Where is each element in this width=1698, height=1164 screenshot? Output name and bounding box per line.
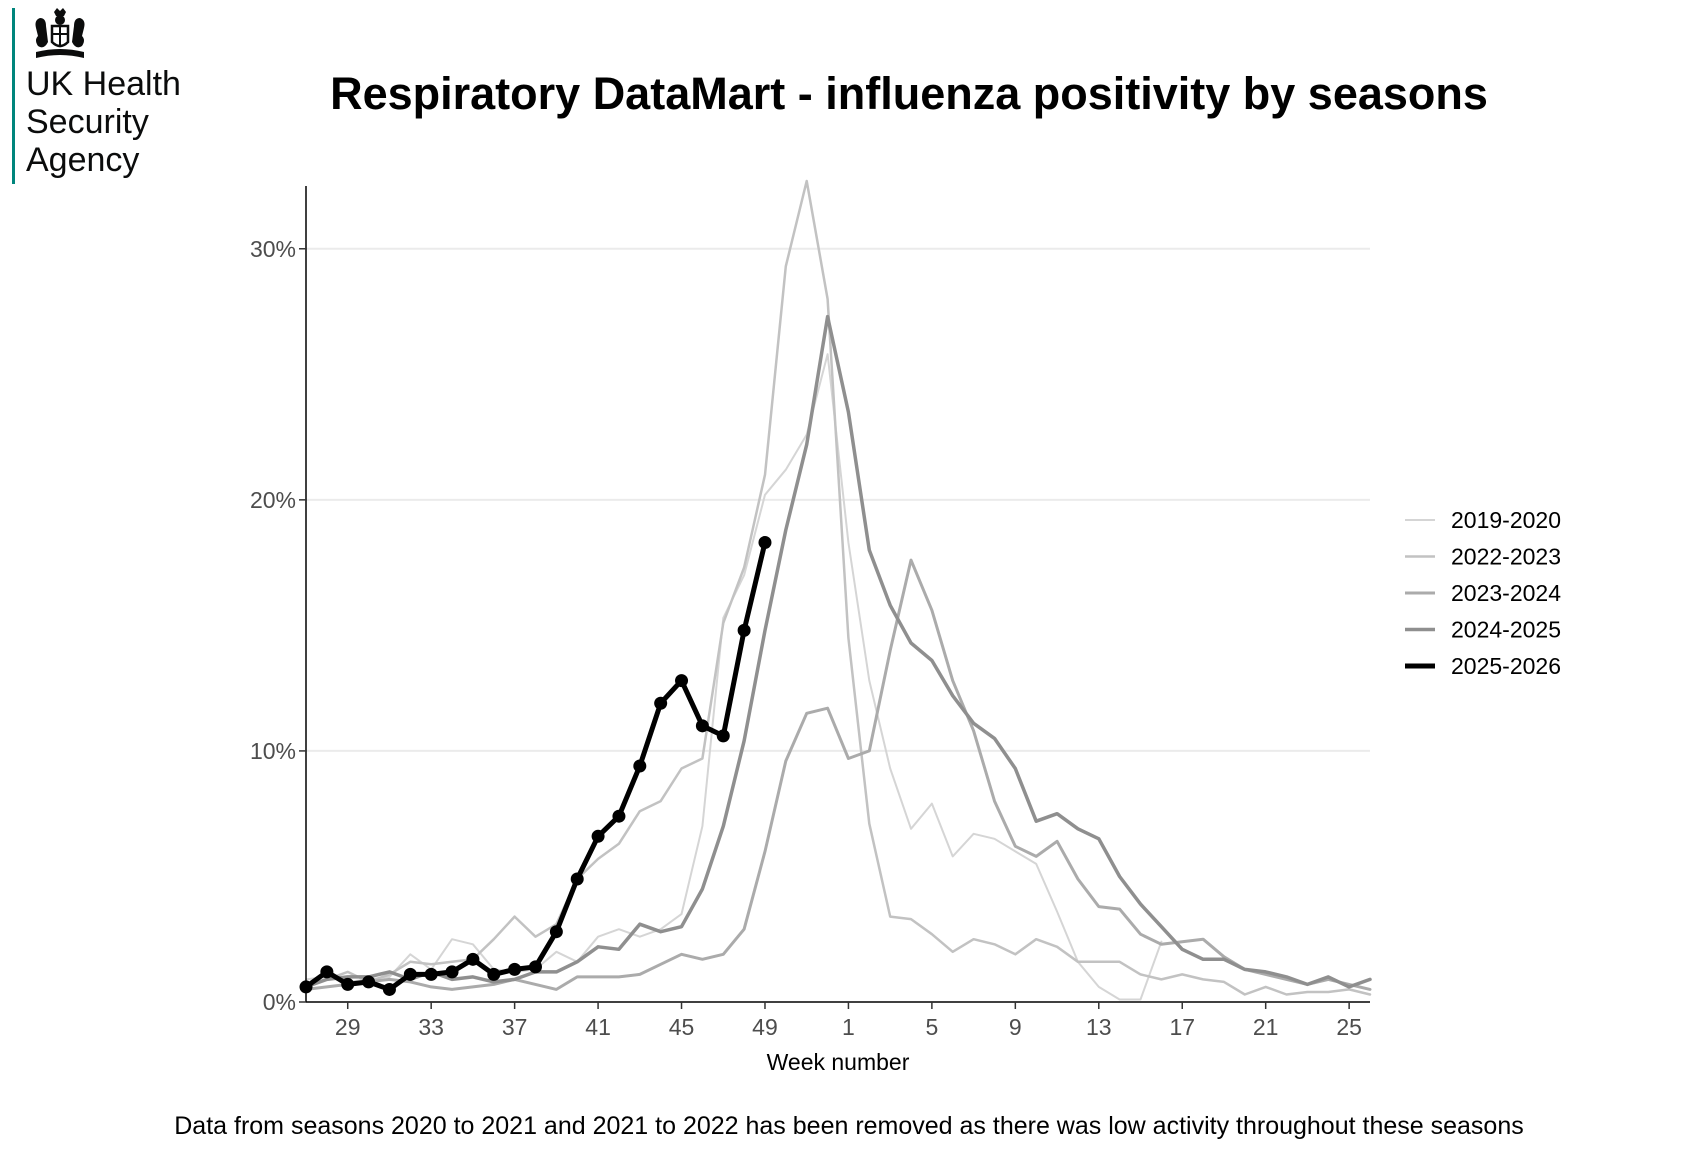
data-point-2025-2026 — [466, 952, 480, 966]
data-point-2025-2026 — [528, 960, 542, 974]
data-point-2025-2026 — [633, 759, 647, 773]
legend: 2019-2020 2022-2023 2023-2024 2024-2025 2025… — [1405, 507, 1561, 679]
x-tick-label: 49 — [752, 1014, 778, 1040]
x-axis-title: Week number — [767, 1049, 910, 1075]
data-point-2025-2026 — [403, 967, 417, 981]
org-name-line-1: UK Health — [26, 65, 181, 103]
data-point-2025-2026 — [695, 719, 709, 733]
x-tick-label: 37 — [502, 1014, 528, 1040]
y-tick-label: 10% — [250, 738, 296, 764]
legend-label: 2019-2020 — [1451, 507, 1561, 533]
x-tick-label: 29 — [335, 1014, 361, 1040]
series-line-2024-2025 — [304, 314, 1372, 989]
data-point-2025-2026 — [758, 536, 772, 550]
x-tick-label: 33 — [418, 1014, 444, 1040]
data-point-2025-2026 — [737, 623, 751, 637]
footnote: Data from seasons 2020 to 2021 and 2021 … — [174, 1112, 1524, 1140]
y-tick-label: 20% — [250, 487, 296, 513]
data-point-2025-2026 — [549, 925, 563, 939]
data-point-2025-2026 — [487, 967, 501, 981]
royal-coat-of-arms-icon — [35, 8, 85, 58]
x-tick-label: 25 — [1336, 1014, 1362, 1040]
data-point-2025-2026 — [570, 872, 584, 886]
y-tick-label: 30% — [250, 236, 296, 262]
data-point-2025-2026 — [508, 962, 522, 976]
org-name-line-3: Agency — [26, 141, 140, 179]
data-point-2025-2026 — [320, 965, 334, 979]
x-tick-label: 41 — [585, 1014, 611, 1040]
ukhsa-logo: UK Health Security Agency — [12, 6, 212, 186]
data-point-2025-2026 — [675, 674, 689, 688]
axes — [305, 186, 1370, 1003]
data-point-2025-2026 — [362, 975, 376, 989]
series-layer — [299, 179, 1372, 1001]
x-ticks: 29 33 37 41 45 49 1 5 9 13 17 21 25 — [335, 1002, 1362, 1040]
x-tick-label: 13 — [1086, 1014, 1112, 1040]
org-name-line-2: Security — [26, 103, 149, 141]
y-ticks: 0% 10% 20% 30% — [250, 236, 306, 1015]
legend-label: 2022-2023 — [1451, 544, 1561, 570]
x-tick-label: 21 — [1253, 1014, 1279, 1040]
data-point-2025-2026 — [716, 729, 730, 743]
x-tick-label: 9 — [1009, 1014, 1022, 1040]
legend-label: 2025-2026 — [1451, 653, 1561, 679]
chart-title: Respiratory DataMart - influenza positiv… — [330, 68, 1488, 119]
series-line-2022-2023 — [304, 179, 1372, 996]
x-tick-label: 17 — [1169, 1014, 1195, 1040]
logo-accent-bar — [12, 8, 15, 184]
x-tick-label: 45 — [669, 1014, 695, 1040]
x-tick-label: 5 — [925, 1014, 938, 1040]
legend-label: 2024-2025 — [1451, 617, 1561, 643]
data-point-2025-2026 — [445, 965, 459, 979]
legend-label: 2023-2024 — [1451, 580, 1561, 606]
series-line-2023-2024 — [304, 558, 1372, 991]
data-point-2025-2026 — [382, 982, 396, 996]
series-line-2025-2026 — [303, 540, 768, 992]
data-point-2025-2026 — [341, 977, 355, 991]
data-point-2025-2026 — [612, 809, 626, 823]
x-tick-label: 1 — [842, 1014, 855, 1040]
data-point-2025-2026 — [591, 829, 605, 843]
data-point-2025-2026 — [654, 696, 668, 710]
y-tick-label: 0% — [263, 989, 296, 1015]
gridlines — [306, 247, 1370, 752]
data-point-2025-2026 — [424, 967, 438, 981]
